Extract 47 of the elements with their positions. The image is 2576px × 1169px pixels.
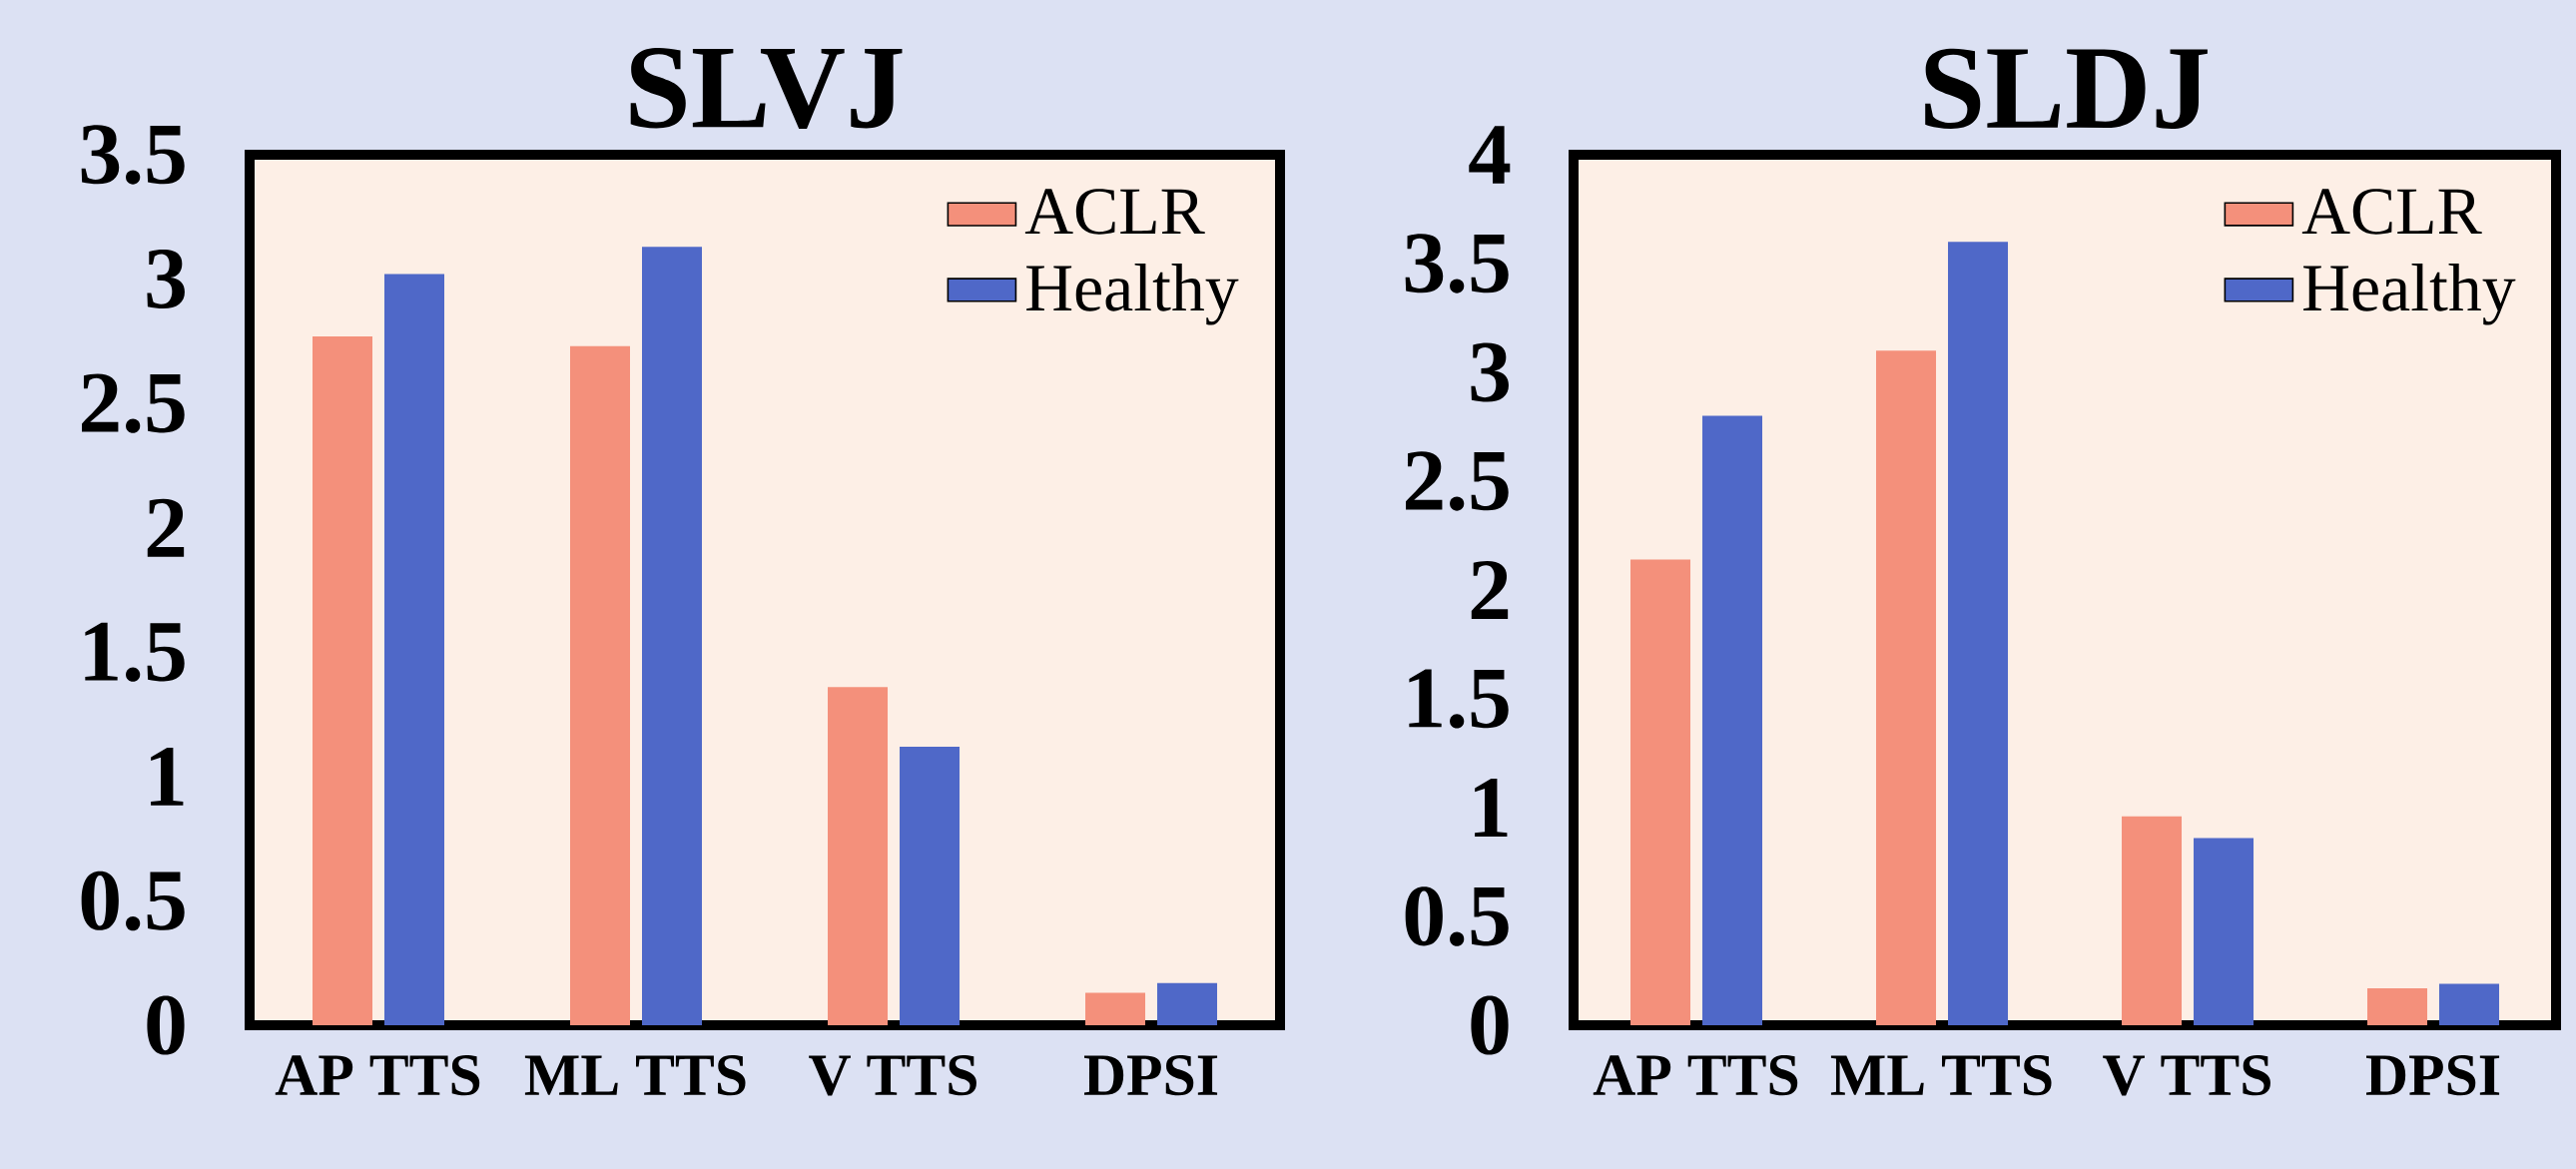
x-tick-label: DPSI [1083,1055,1218,1096]
bar [2367,987,2428,1025]
bar [1630,559,1691,1025]
bar [1702,415,1763,1025]
y-tick-label: 3 [1471,342,1509,402]
y-tick-label: 1.5 [85,622,185,682]
y-tick-label: 0.5 [1405,886,1509,946]
bar [900,746,961,1025]
bar [1085,992,1146,1025]
y-tick-label: 2 [147,498,185,557]
y-tick-label: 0 [147,995,185,1055]
chart-title: SLDJ [1925,48,2208,130]
bar [384,274,444,1025]
y-tick-label: 0 [1471,995,1509,1055]
chart-title: SLVJ [630,48,903,130]
legend-label: ACLR [1024,189,1205,235]
legend-label: Healthy [1026,263,1239,325]
bar [828,687,889,1025]
y-tick-label: 1 [1475,779,1508,837]
bar [1948,242,2009,1025]
x-tick-label: V TTS [809,1055,976,1096]
y-tick-label: 1 [151,747,184,806]
bar [2122,816,2183,1025]
bar [313,335,372,1025]
bar [1157,982,1218,1025]
y-tick-label: 0.5 [81,871,185,931]
x-tick-label: V TTS [2103,1055,2270,1096]
bar [2194,838,2254,1025]
bar [642,247,702,1025]
y-tick-label: 4 [1469,126,1511,184]
x-tick-label: AP TTS [275,1055,480,1096]
bar [570,345,630,1025]
bar [1876,350,1937,1025]
y-tick-label: 2.5 [1406,451,1509,511]
y-tick-label: 1.5 [1409,669,1509,729]
legend-label: ACLR [2301,189,2482,235]
x-tick-label: ML TTS [524,1055,746,1096]
y-tick-label: 2 [1471,560,1509,620]
x-tick-label: AP TTS [1593,1055,1798,1096]
y-tick-label: 2.5 [82,373,185,433]
y-tick-label: 3.5 [1405,234,1509,293]
bar [2439,983,2500,1025]
x-tick-label: DPSI [2365,1055,2500,1096]
y-tick-label: 3 [147,250,185,309]
legend-label: Healthy [2303,263,2516,325]
x-tick-label: ML TTS [1830,1055,2052,1096]
y-tick-label: 3.5 [81,125,185,185]
